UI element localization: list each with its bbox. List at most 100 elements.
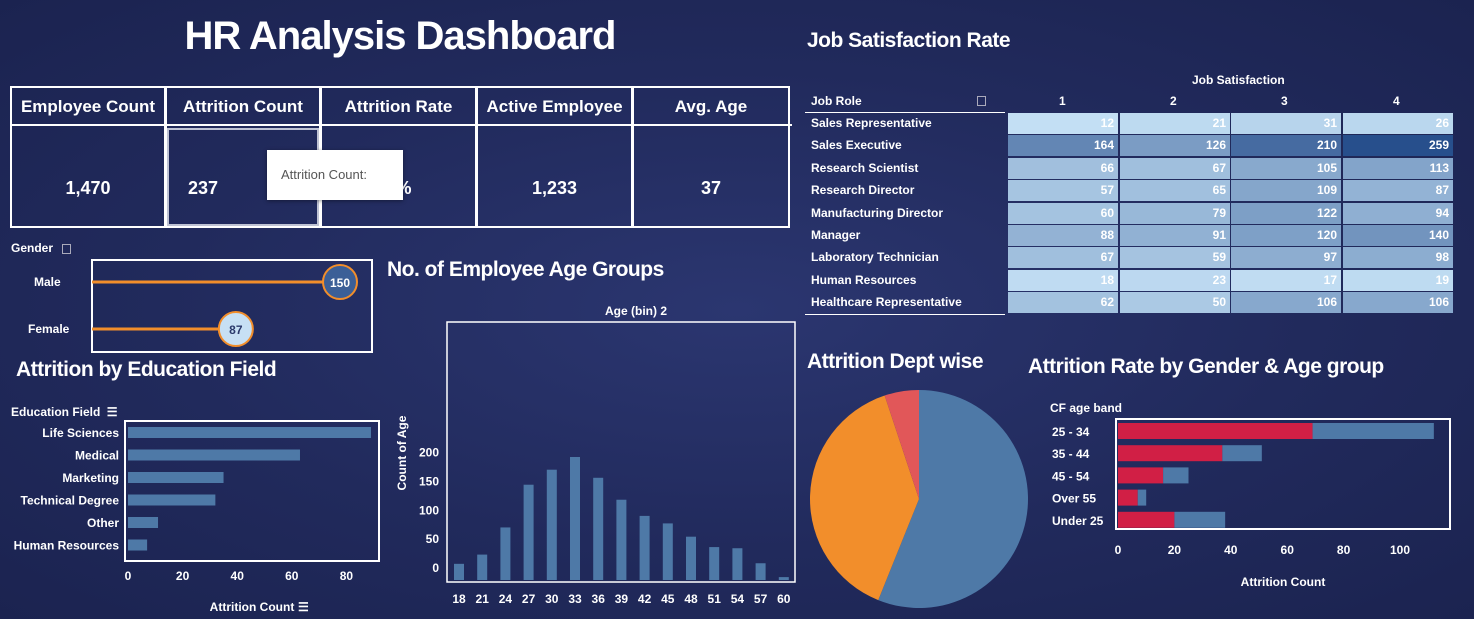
age-bar: [616, 499, 627, 580]
age-bar: [477, 554, 488, 580]
education-category-label: Medical: [75, 449, 119, 463]
age-x-tick: 45: [661, 592, 675, 606]
filter-icon[interactable]: [977, 96, 986, 106]
table-cell: 65: [1120, 180, 1230, 202]
sort-icon[interactable]: ☰: [106, 405, 118, 419]
gender-age-bar: [1137, 489, 1147, 506]
table-cell: 21: [1120, 113, 1230, 134]
job-role-label: Laboratory Technician: [811, 250, 939, 265]
age-bar: [755, 563, 766, 580]
table-cell: 18: [1008, 269, 1118, 291]
kpi-active-employee: Active Employee 1,233: [476, 86, 633, 228]
gender-male-value: 150: [330, 276, 350, 290]
kpi-divider: [10, 124, 792, 126]
gender-age-chart: Attrition Count 25 - 34 35 - 44 45 - 54 Ove…: [1052, 418, 1451, 589]
gender-male-dot[interactable]: [322, 264, 358, 300]
age-plot-border: [446, 321, 796, 583]
gender-age-x-tick: 60: [1281, 543, 1295, 557]
gender-label: Gender: [11, 241, 72, 255]
age-x-tick: 18: [452, 592, 466, 606]
job-satisfaction-table: Job Role 1 2 3 4 Sales Representative 12 2…: [805, 90, 1455, 320]
education-bar: [128, 449, 300, 461]
kpi-value: 37: [700, 178, 722, 198]
kpi-avg-age: Avg. Age 37: [632, 86, 790, 228]
gender-age-x-tick: 0: [1115, 543, 1122, 557]
age-bar: [778, 577, 789, 580]
age-bar: [686, 536, 696, 580]
gender-age-bar: [1118, 467, 1164, 484]
table-row[interactable]: Research Scientist 66 67 105 113: [805, 157, 1453, 180]
gender-female-dot[interactable]: [217, 311, 254, 347]
job-role-label: Sales Executive: [811, 138, 902, 153]
age-bar: [523, 484, 534, 580]
table-row[interactable]: Laboratory Technician 67 59 97 98: [805, 247, 1453, 269]
gender-age-x-tick: 100: [1390, 543, 1410, 557]
filter-icon[interactable]: [62, 243, 72, 254]
table-cell: 26: [1343, 113, 1453, 134]
job-role-label: Manufacturing Director: [811, 205, 944, 220]
gender-age-category-label: 35 - 44: [1052, 447, 1090, 461]
table-cell: 23: [1120, 269, 1230, 291]
age-groups-chart: Age (bin) 2 Count of Age 18 21 24 27 30 33 36 3…: [395, 304, 796, 606]
job-role-label: Healthcare Representative: [811, 295, 962, 310]
tooltip: Attrition Count:: [267, 150, 403, 200]
gender-age-bar: [1118, 489, 1138, 506]
pie-slice: [878, 390, 1028, 608]
age-y-tick: 150: [419, 474, 439, 488]
job-role-label: Human Resources: [811, 272, 917, 287]
age-x-tick: 24: [499, 592, 513, 606]
table-cell: 88: [1008, 225, 1118, 246]
table-row[interactable]: Sales Representative 12 21 31 26: [805, 113, 1453, 135]
education-category-label: Life Sciences: [42, 426, 119, 440]
education-x-tick: 60: [285, 569, 299, 583]
job-role-label: Sales Representative: [811, 116, 932, 130]
age-y-tick: 50: [426, 532, 440, 546]
gender-female-value: 87: [229, 323, 243, 337]
table-row[interactable]: Sales Executive 164 126 210 259: [805, 135, 1453, 157]
job-role-header: Job Role: [811, 94, 862, 108]
education-category-label: Marketing: [62, 471, 119, 485]
table-row[interactable]: Research Director 57 65 109 87: [805, 180, 1453, 202]
job-role-label: Research Director: [811, 183, 915, 198]
gender-age-bar: [1118, 423, 1313, 439]
table-row[interactable]: Manufacturing Director 60 79 122 94: [805, 202, 1453, 225]
table-cell: 113: [1343, 157, 1453, 179]
table-row[interactable]: Human Resources 18 23 17 19: [805, 269, 1453, 292]
table-cell: 50: [1120, 292, 1230, 314]
table-cell: 126: [1120, 135, 1230, 157]
age-x-tick: 54: [731, 592, 745, 606]
table-cell: 140: [1343, 225, 1453, 246]
education-x-tick: 40: [231, 569, 245, 583]
table-row[interactable]: Manager 88 91 120 140: [805, 225, 1453, 247]
education-title: Attrition by Education Field: [16, 358, 277, 381]
job-role-label: Research Scientist: [811, 160, 919, 175]
table-cell: 67: [1008, 247, 1118, 269]
education-category-label: Human Resources: [14, 539, 120, 553]
table-cell: 17: [1231, 269, 1341, 291]
table-cell: 59: [1120, 247, 1230, 269]
table-cell: 31: [1231, 113, 1341, 134]
education-bar: [128, 427, 371, 438]
table-cell: 67: [1120, 157, 1230, 179]
kpi-value: 237: [187, 178, 219, 198]
js-col-4: 4: [1393, 94, 1400, 108]
job-satisfaction-title: Job Satisfaction Rate: [807, 29, 1011, 52]
age-bar: [546, 469, 557, 580]
education-axis-title: Education Field ☰: [11, 405, 117, 419]
education-category-label: Technical Degree: [21, 494, 120, 508]
education-category-label: Other: [87, 516, 119, 530]
js-col-1: 1: [1059, 94, 1066, 108]
sort-icon[interactable]: ☰: [298, 600, 309, 614]
table-row[interactable]: Healthcare Representative 62 50 106 106: [805, 292, 1453, 314]
age-x-tick: 48: [684, 592, 698, 606]
gender-age-category-label: 45 - 54: [1052, 469, 1090, 483]
education-chart: Attrition Count ☰ Life Sciences Medical Ma…: [14, 420, 380, 614]
table-cell: 87: [1343, 180, 1453, 202]
gender-panel-border: [91, 259, 373, 353]
age-bar: [709, 547, 720, 580]
kpi-label: Avg. Age: [674, 97, 748, 116]
age-bar: [593, 477, 604, 580]
age-chart-title: Age (bin) 2: [605, 304, 667, 318]
table-cell: 164: [1008, 135, 1118, 157]
age-groups-title: No. of Employee Age Groups: [387, 258, 664, 281]
